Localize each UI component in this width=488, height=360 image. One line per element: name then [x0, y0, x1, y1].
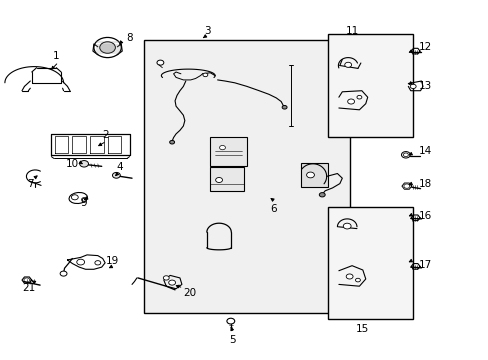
Text: 8: 8 [126, 33, 133, 43]
Text: 10: 10 [66, 159, 79, 169]
Bar [210, 167, 244, 191]
Circle shape [282, 105, 286, 109]
Text: 4: 4 [116, 162, 123, 172]
Circle shape [344, 62, 351, 67]
Text: 5: 5 [228, 335, 235, 345]
Circle shape [24, 278, 30, 282]
Circle shape [60, 271, 67, 276]
Circle shape [355, 278, 360, 282]
Circle shape [100, 42, 115, 53]
Text: 9: 9 [81, 198, 87, 208]
Circle shape [94, 37, 121, 58]
Circle shape [77, 259, 84, 265]
Text: 13: 13 [418, 81, 431, 91]
Text: 21: 21 [22, 283, 36, 293]
Bar [144, 40, 349, 313]
Circle shape [157, 60, 163, 65]
Text: 17: 17 [418, 260, 431, 270]
Circle shape [356, 95, 361, 99]
Circle shape [169, 140, 174, 144]
Circle shape [319, 193, 325, 197]
Circle shape [409, 84, 415, 89]
Circle shape [203, 73, 207, 77]
Circle shape [81, 198, 86, 201]
Text: 14: 14 [418, 146, 431, 156]
Ellipse shape [69, 193, 87, 203]
Circle shape [347, 99, 354, 104]
Text: 18: 18 [418, 179, 431, 189]
Circle shape [401, 152, 409, 158]
Circle shape [226, 318, 234, 324]
Circle shape [71, 195, 78, 200]
Bar [327, 34, 412, 137]
Bar [300, 163, 327, 187]
Circle shape [80, 161, 88, 167]
Circle shape [163, 276, 169, 280]
Circle shape [215, 177, 222, 183]
Text: 1: 1 [53, 51, 60, 61]
Circle shape [403, 184, 409, 188]
Bar [210, 137, 246, 166]
Circle shape [346, 274, 352, 279]
Circle shape [112, 172, 120, 178]
Circle shape [219, 145, 225, 150]
Text: 20: 20 [183, 288, 196, 298]
Text: 2: 2 [102, 130, 108, 140]
Circle shape [403, 153, 407, 157]
Circle shape [168, 280, 175, 285]
Text: 15: 15 [355, 324, 369, 334]
Circle shape [306, 172, 314, 178]
Text: 19: 19 [105, 256, 119, 266]
Circle shape [95, 261, 101, 265]
Text: 12: 12 [418, 42, 431, 52]
Text: 7: 7 [27, 179, 34, 189]
Text: 3: 3 [204, 26, 211, 36]
Text: 11: 11 [345, 26, 358, 36]
Text: 6: 6 [270, 204, 277, 214]
Circle shape [343, 223, 350, 229]
Text: 16: 16 [418, 211, 431, 221]
Bar [327, 207, 412, 319]
